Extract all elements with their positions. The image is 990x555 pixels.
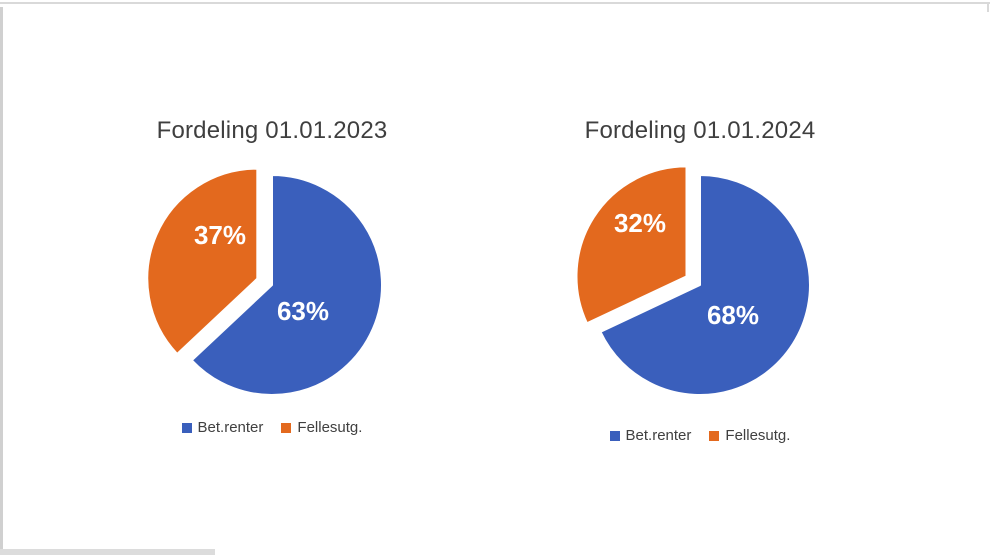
window-bottom-edge — [0, 549, 215, 555]
pie-data-label: 63% — [277, 296, 329, 326]
legend-label-bet-renter: Bet.renter — [197, 419, 264, 436]
pie-data-label: 37% — [194, 220, 246, 250]
legend-item-fellesutg: Fellesutg. — [709, 427, 790, 444]
pie-chart-2024: 68% 32% Fordeling 01.01.2024 Bet.renter F… — [550, 95, 850, 455]
legend-swatch-blue-icon — [181, 422, 192, 433]
legend-label-fellesutg: Fellesutg. — [725, 427, 791, 444]
window-top-edge — [0, 2, 990, 4]
window-right-edge — [987, 2, 989, 12]
legend-label-fellesutg: Fellesutg. — [297, 419, 363, 436]
pie-data-label: 32% — [614, 208, 666, 238]
legend-swatch-orange-icon — [281, 422, 292, 433]
pie-slice-fellesutg — [575, 165, 688, 325]
legend-item-fellesutg: Fellesutg. — [281, 419, 362, 436]
chart-title-2023: Fordeling 01.01.2023 — [156, 117, 388, 144]
pie-slice-bet-renter — [599, 174, 811, 396]
legend-swatch-blue-icon — [609, 430, 620, 441]
pie-slice-fellesutg — [146, 167, 259, 355]
legend-swatch-orange-icon — [709, 430, 720, 441]
pie-2024: 68% 32% — [575, 165, 811, 396]
legend-label-bet-renter: Bet.renter — [625, 427, 692, 444]
legend-2023: Bet.renter Fellesutg. — [122, 419, 422, 436]
pie-data-label: 68% — [707, 300, 759, 330]
pie-2023: 63% 37% — [146, 167, 383, 396]
pie-slice-bet-renter — [190, 174, 383, 396]
legend-item-bet-renter: Bet.renter — [609, 427, 692, 444]
legend-2024: Bet.renter Fellesutg. — [550, 427, 850, 444]
legend-item-bet-renter: Bet.renter — [181, 419, 264, 436]
chart-title-2024: Fordeling 01.01.2024 — [584, 117, 816, 144]
window-left-edge — [0, 7, 3, 549]
pie-chart-2023: 63% 37% Fordeling 01.01.2023 Bet.renter F… — [122, 95, 422, 455]
